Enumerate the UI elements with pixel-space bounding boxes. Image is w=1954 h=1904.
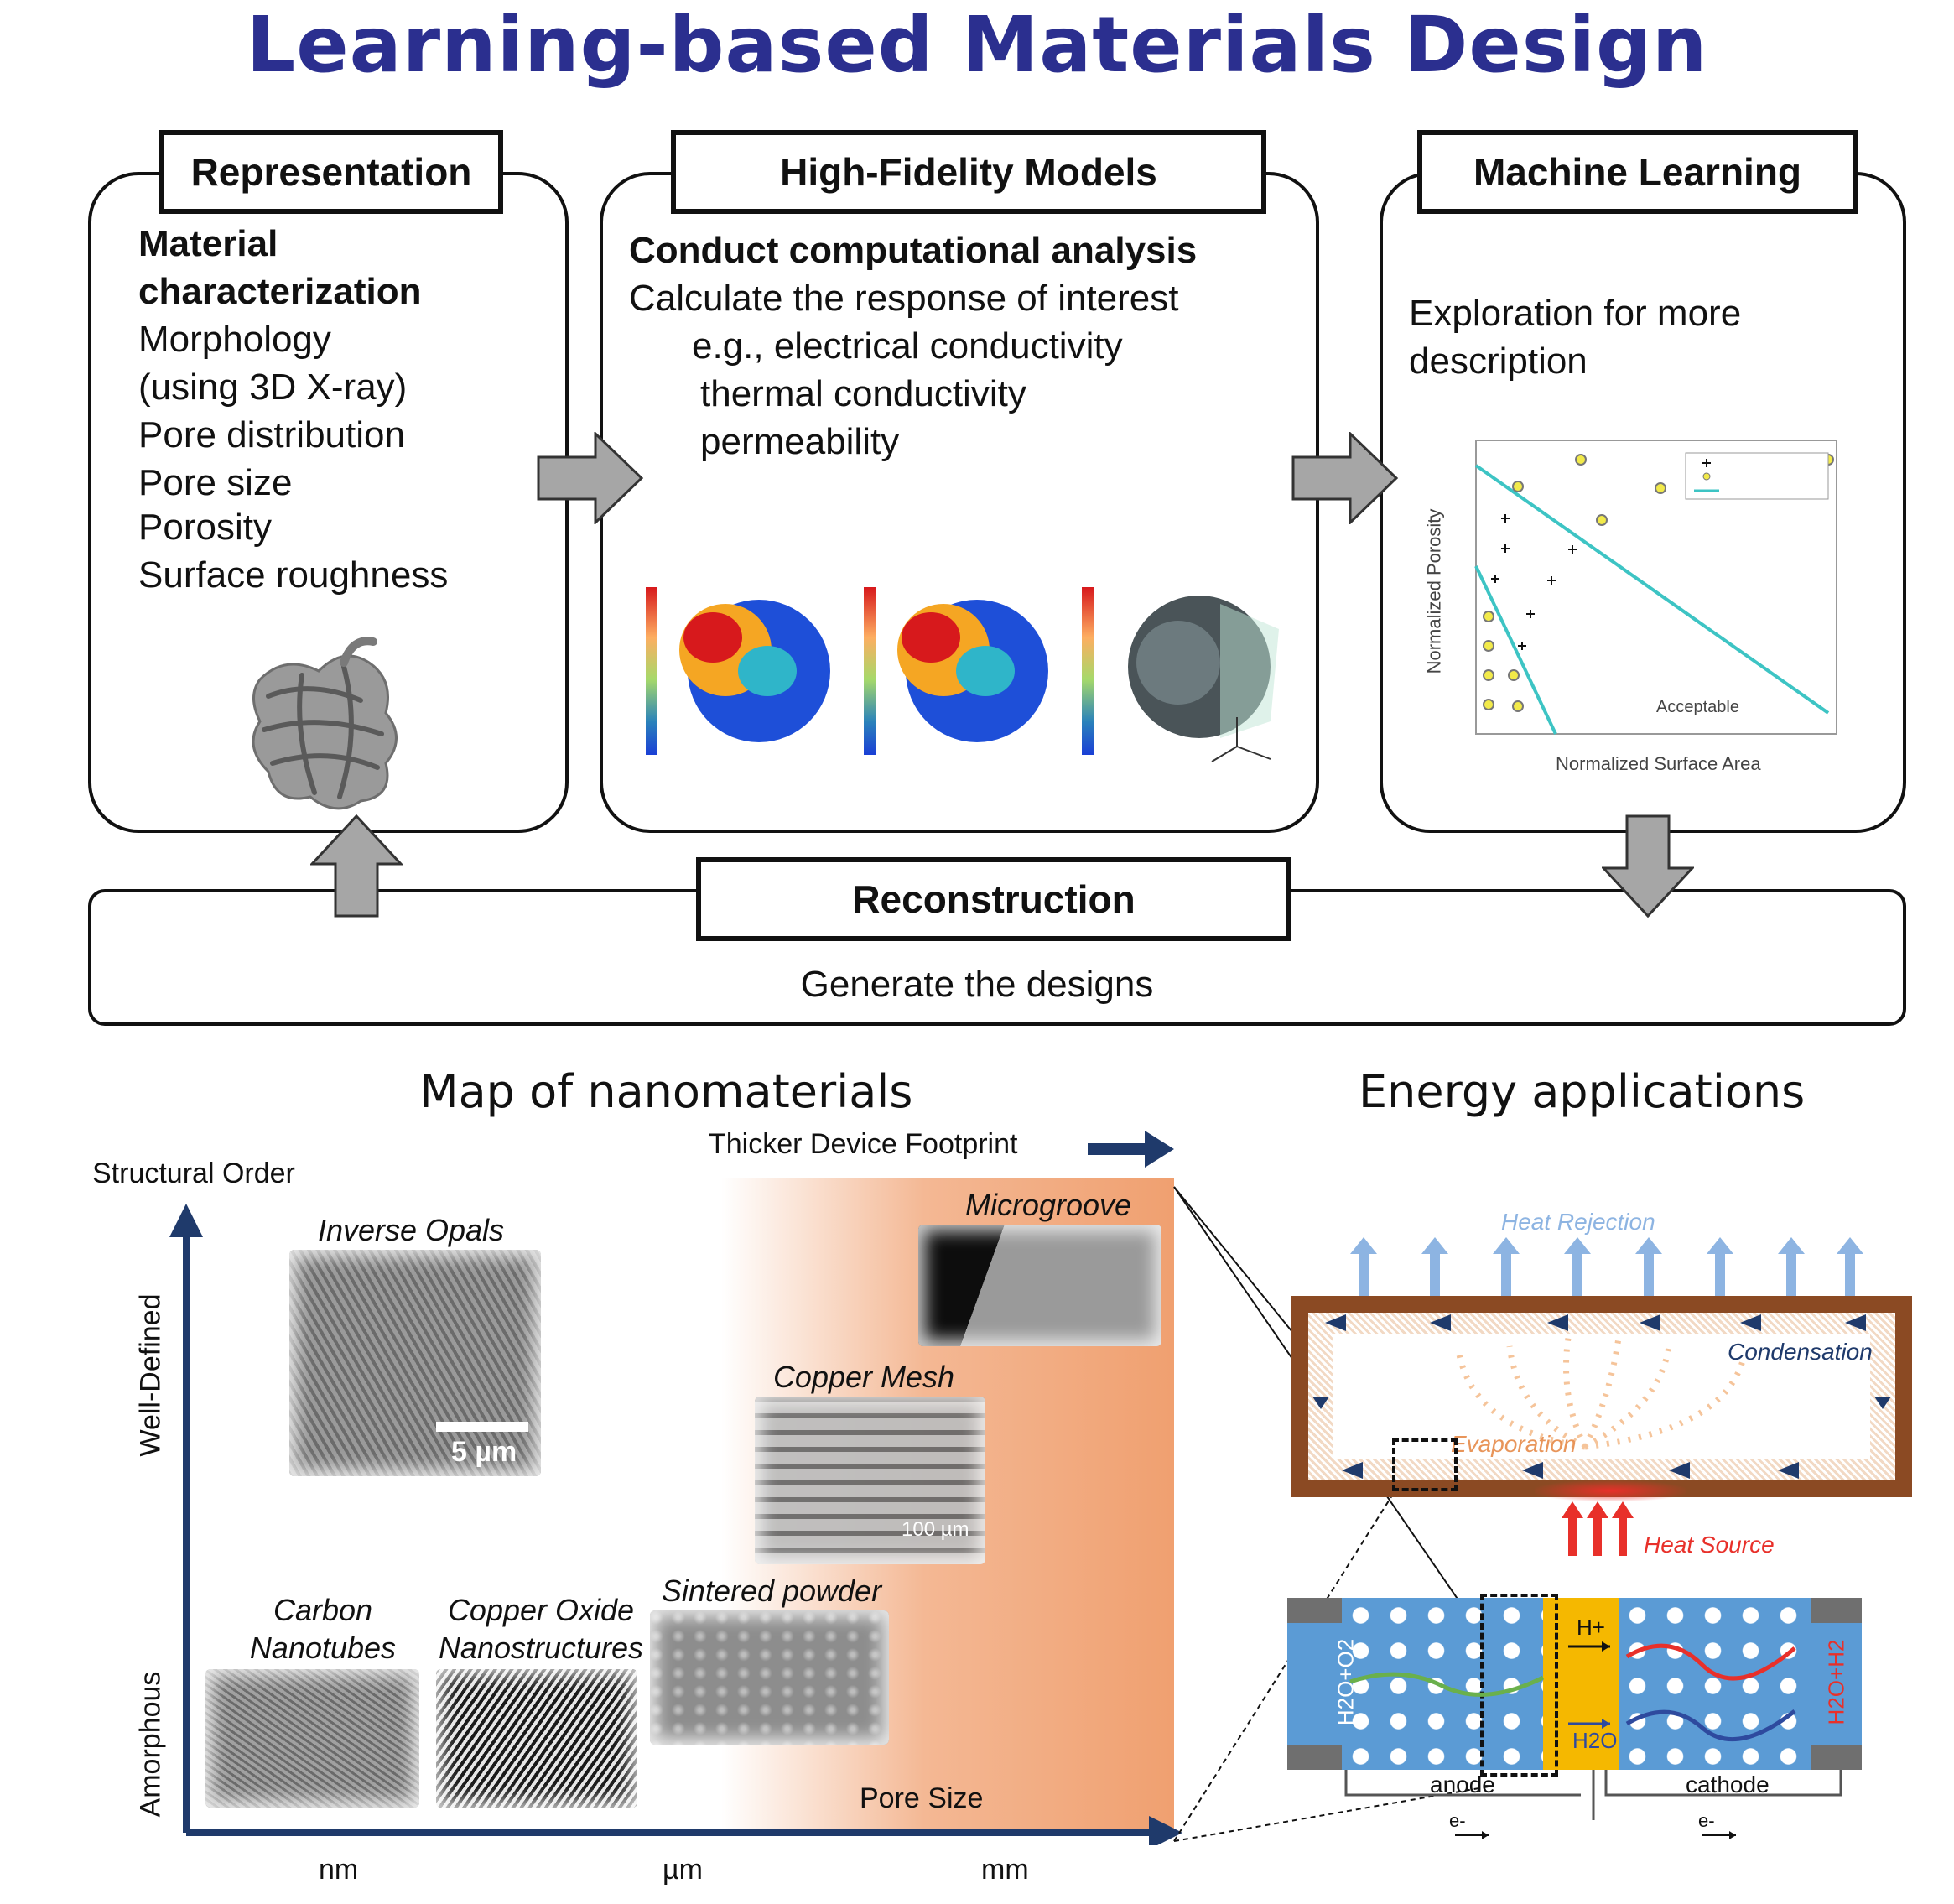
high-fidelity-label: High-Fidelity Models	[671, 130, 1266, 214]
heat-source-glow	[1535, 1480, 1686, 1501]
condensation-label: Condensation	[1728, 1339, 1873, 1365]
high-fidelity-line-2: e.g., electrical conductivity	[692, 325, 1123, 367]
anode-label: anode	[1430, 1771, 1495, 1797]
water-label: H2O	[1572, 1728, 1618, 1753]
footprint-arrow	[1088, 1131, 1174, 1168]
inverse-opals-scale: 5 µm	[451, 1436, 517, 1468]
copper-mesh-scale: 100 µm	[902, 1518, 969, 1541]
y-axis-label: Structural Order	[92, 1157, 295, 1189]
cell-highlight-box	[1480, 1594, 1558, 1777]
electron-label-left: e-	[1449, 1810, 1466, 1831]
representation-item-pore-size: Pore size	[138, 462, 293, 503]
representation-item-xray: (using 3D X-ray)	[138, 367, 408, 408]
inverse-opals-scalebar	[436, 1422, 528, 1432]
machine-learning-label: Machine Learning	[1417, 130, 1858, 214]
copper-mesh-label: Copper Mesh	[772, 1360, 955, 1394]
ml-plot-ylabel: Normalized Porosity	[1423, 508, 1445, 674]
arrow-right-2	[1291, 432, 1399, 524]
inverse-opals-image	[289, 1250, 541, 1476]
proton-label: H+	[1577, 1615, 1605, 1640]
arrow-up	[310, 814, 403, 918]
cathode-label: cathode	[1686, 1771, 1770, 1797]
evaporation-label: Evaporation	[1451, 1431, 1577, 1457]
cell-right-cap	[1811, 1598, 1862, 1770]
x-tick-um: µm	[663, 1854, 703, 1886]
representation-item-pore-distribution: Pore distribution	[138, 414, 405, 455]
x-tick-mm: mm	[981, 1854, 1029, 1886]
ml-plot-xlabel: Normalized Surface Area	[1556, 753, 1761, 774]
representation-heading-2: characterization	[138, 271, 422, 312]
carbon-nanotubes-image	[205, 1669, 419, 1808]
representation-item-porosity: Porosity	[138, 507, 272, 548]
arrow-down	[1602, 814, 1694, 918]
heat-rejection-arrows	[1350, 1237, 1863, 1300]
cell-circuit	[1344, 1770, 1842, 1839]
representation-item-roughness: Surface roughness	[138, 554, 449, 596]
inverse-opals-label: Inverse Opals	[317, 1213, 505, 1247]
electron-label-right: e-	[1698, 1810, 1715, 1831]
sintered-powder-label: Sintered powder	[661, 1574, 882, 1608]
copper-oxide-image	[436, 1669, 637, 1808]
copper-oxide-label-1: Copper Oxide	[447, 1593, 635, 1627]
arrow-right-1	[537, 432, 644, 524]
reconstruction-text: Generate the designs	[800, 964, 1154, 1005]
map-axes	[169, 1204, 1182, 1845]
cell-flow-lines	[1349, 1641, 1796, 1742]
carbon-nanotubes-label-2: Nanotubes	[249, 1631, 397, 1665]
copper-mesh-image	[755, 1397, 985, 1564]
representation-heading-1: Material	[138, 223, 278, 264]
heat-rejection-label: Heat Rejection	[1501, 1209, 1655, 1235]
heat-pipe-flow	[1312, 1314, 1891, 1479]
microgroove-label: Microgroove	[964, 1188, 1132, 1222]
y-axis-bottom: Amorphous	[134, 1671, 167, 1818]
wick-highlight-box	[1392, 1438, 1458, 1491]
ml-plot-region-label: Acceptable	[1656, 698, 1739, 716]
high-fidelity-line-4: permeability	[700, 421, 900, 462]
y-axis-top: Well-Defined	[134, 1293, 167, 1457]
x-tick-nm: nm	[319, 1854, 359, 1886]
x-axis-label: Pore Size	[860, 1782, 984, 1814]
representation-item-morphology: Morphology	[138, 319, 331, 360]
left-species-label: H2O+O2	[1333, 1638, 1359, 1726]
representation-label: Representation	[159, 130, 503, 214]
reconstruction-label: Reconstruction	[696, 857, 1291, 941]
porous-structure-image	[252, 637, 398, 810]
ml-scatter-plot	[1474, 440, 1837, 735]
high-fidelity-line-1: Calculate the response of interest	[629, 278, 1179, 319]
map-title: Map of nanomaterials	[419, 1065, 913, 1118]
cell-cathode-porous	[1619, 1598, 1811, 1770]
sintered-powder-image	[650, 1610, 889, 1745]
energy-title: Energy applications	[1359, 1065, 1806, 1118]
machine-learning-line-1: Exploration for more	[1409, 293, 1742, 334]
heat-source-arrows	[1562, 1501, 1634, 1556]
high-fidelity-heading: Conduct computational analysis	[629, 230, 1198, 271]
machine-learning-line-2: description	[1409, 341, 1588, 382]
footprint-label: Thicker Device Footprint	[709, 1128, 1018, 1160]
cell-left-cap	[1287, 1598, 1342, 1770]
right-species-label: H2O+H2	[1823, 1639, 1849, 1725]
microgroove-image	[918, 1225, 1161, 1346]
page-title: Learning-based Materials Design	[246, 0, 1708, 90]
copper-oxide-label-2: Nanostructures	[438, 1631, 644, 1665]
high-fidelity-line-3: thermal conductivity	[700, 373, 1026, 414]
simulation-images	[646, 587, 1279, 762]
carbon-nanotubes-label-1: Carbon	[273, 1593, 373, 1627]
heat-source-label: Heat Source	[1644, 1532, 1775, 1558]
